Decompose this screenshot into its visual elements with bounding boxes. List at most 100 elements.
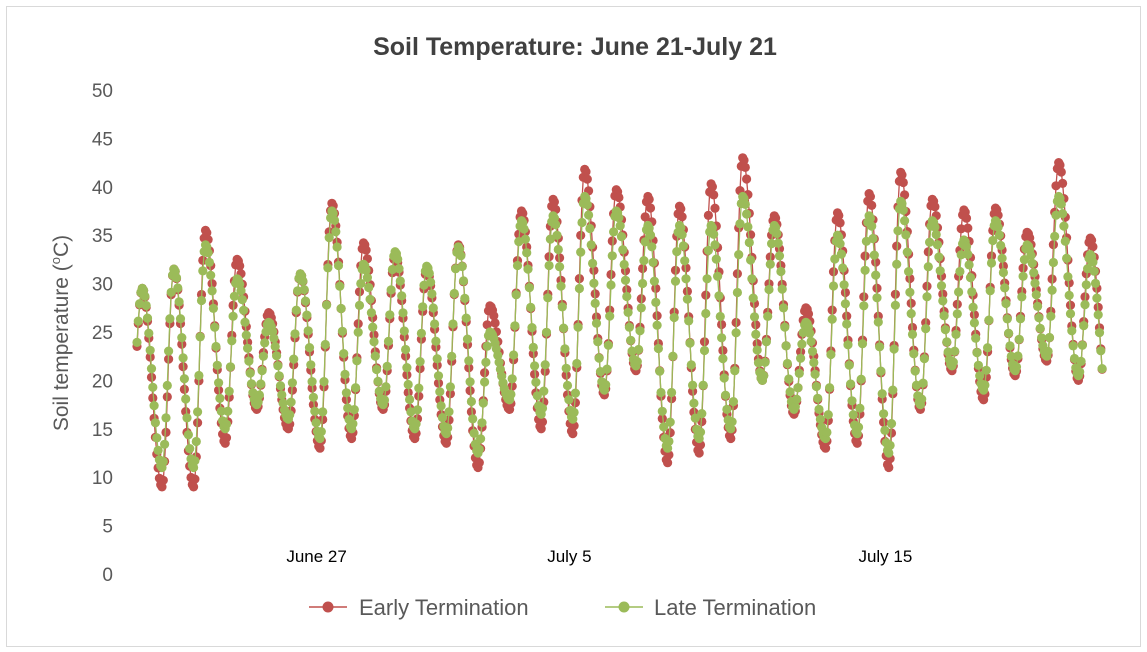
data-point: [751, 320, 761, 330]
data-point: [778, 303, 789, 313]
data-point: [132, 337, 142, 347]
data-point: [428, 303, 438, 313]
data-point: [216, 406, 226, 416]
data-point: [1075, 367, 1085, 377]
data-point: [734, 250, 744, 260]
data-point: [460, 293, 470, 303]
data-point: [682, 294, 693, 304]
data-point: [202, 228, 212, 238]
data-point: [898, 177, 908, 188]
data-point: [603, 340, 614, 350]
data-point: [191, 436, 201, 447]
data-point: [302, 310, 312, 320]
data-point: [141, 300, 151, 311]
data-point: [511, 290, 521, 300]
data-point: [394, 264, 404, 274]
plot-area: [132, 153, 1107, 492]
data-point: [655, 366, 665, 376]
data-point: [418, 302, 428, 312]
data-point: [975, 371, 985, 381]
data-point: [258, 351, 268, 361]
data-point: [244, 356, 254, 366]
data-point: [983, 343, 993, 353]
data-point: [759, 371, 769, 381]
y-tick-label: 5: [102, 517, 113, 538]
data-point: [253, 397, 263, 407]
data-point: [588, 258, 598, 268]
data-point: [935, 266, 945, 276]
data-point: [647, 242, 657, 252]
data-point: [512, 260, 523, 271]
data-point: [490, 318, 500, 328]
data-point: [153, 445, 163, 455]
data-point: [1060, 236, 1070, 246]
data-point: [836, 249, 847, 259]
data-point: [1005, 341, 1015, 351]
data-point: [773, 238, 783, 248]
series-late: [132, 191, 1107, 473]
data-point: [865, 213, 876, 223]
data-point: [906, 309, 916, 319]
legend-item-late[interactable]: Late Termination: [605, 595, 816, 620]
data-point: [888, 385, 898, 395]
data-point: [934, 252, 944, 262]
data-point: [607, 236, 617, 246]
data-point: [260, 338, 270, 348]
data-point: [573, 322, 583, 332]
data-point: [938, 296, 948, 306]
data-point: [702, 274, 712, 284]
data-point: [668, 351, 678, 361]
data-point: [618, 245, 628, 255]
data-point: [315, 433, 325, 444]
data-point: [194, 370, 204, 381]
data-point: [507, 374, 517, 384]
data-point: [329, 215, 340, 225]
data-point: [245, 368, 255, 378]
data-point: [677, 230, 687, 240]
data-point: [570, 388, 581, 398]
data-point: [969, 318, 980, 328]
data-point: [537, 417, 548, 427]
data-point: [814, 404, 824, 414]
data-point: [1058, 209, 1068, 219]
data-point: [1058, 178, 1068, 188]
data-point: [781, 341, 791, 351]
data-point: [622, 291, 632, 302]
data-point: [620, 275, 631, 285]
data-point: [1033, 301, 1043, 311]
data-point: [426, 277, 436, 287]
data-point: [763, 311, 773, 321]
data-point: [476, 434, 486, 444]
data-point: [918, 378, 928, 388]
data-point: [482, 320, 492, 330]
data-point: [179, 374, 189, 384]
data-point: [370, 351, 380, 361]
legend-item-early[interactable]: Early Termination: [309, 595, 529, 620]
data-point: [332, 242, 342, 252]
data-point: [714, 291, 724, 301]
data-point: [815, 414, 826, 424]
data-point: [997, 253, 1007, 263]
y-tick-label: 10: [92, 468, 113, 489]
data-point: [963, 223, 973, 233]
data-point: [333, 260, 344, 271]
data-point: [308, 392, 318, 402]
data-point: [411, 419, 421, 429]
data-point: [952, 309, 962, 319]
data-point: [852, 438, 862, 448]
data-point: [939, 311, 949, 321]
data-point: [433, 371, 444, 381]
data-point: [644, 223, 654, 233]
data-point: [405, 394, 415, 405]
data-point: [732, 287, 743, 298]
data-point: [581, 167, 591, 177]
data-point: [872, 293, 882, 303]
data-point: [478, 398, 488, 408]
data-point: [835, 218, 845, 228]
data-point: [676, 223, 686, 233]
data-point: [1015, 314, 1026, 324]
data-point: [784, 374, 794, 384]
data-point: [162, 380, 172, 391]
data-point: [780, 322, 790, 332]
data-point: [462, 334, 473, 344]
